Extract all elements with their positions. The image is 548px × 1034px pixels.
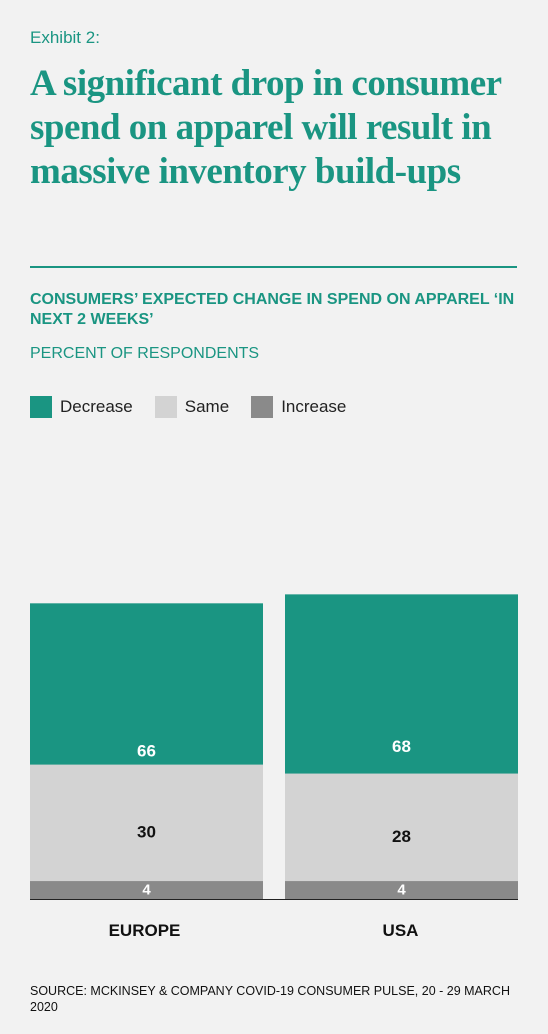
data-label-decrease-europe: 66: [137, 742, 156, 761]
bar-segment-increase-europe: [30, 881, 263, 899]
bar-segment-same-europe: [30, 764, 263, 899]
legend-label-increase: Increase: [281, 397, 347, 416]
data-label-same-europe: 30: [137, 822, 156, 841]
legend-item-decrease: Decrease: [30, 396, 133, 418]
legend-item-same: Same: [154, 396, 230, 418]
category-label-europe: EUROPE: [109, 921, 181, 940]
title-rule: [30, 266, 517, 268]
data-label-increase-usa: 4: [397, 882, 406, 899]
stacked-bar-chart: 66 30 4 EUROPE 68 28 4 USA: [30, 594, 518, 940]
chart-subtitle: CONSUMERS’ EXPECTED CHANGE IN SPEND ON A…: [30, 291, 515, 328]
source-note: SOURCE: MCKINSEY & COMPANY COVID-19 CONS…: [30, 984, 510, 1014]
legend-swatch-decrease: [30, 396, 52, 418]
units-label: PERCENT OF RESPONDENTS: [30, 345, 260, 362]
legend-swatch-increase: [251, 396, 274, 418]
legend-swatch-same: [154, 396, 177, 418]
bar-segment-same-usa: [285, 773, 518, 899]
exhibit-label: Exhibit 2:: [30, 28, 100, 47]
headline: A significant drop in consumer spend on …: [30, 63, 501, 192]
data-label-same-usa: 28: [392, 827, 411, 846]
legend-item-increase: Increase: [251, 396, 346, 418]
legend-label-decrease: Decrease: [60, 397, 133, 416]
data-label-increase-europe: 4: [142, 882, 151, 899]
data-label-decrease-usa: 68: [392, 737, 411, 756]
legend: Decrease Same Increase: [30, 396, 368, 418]
legend-label-same: Same: [184, 397, 230, 416]
bar-segment-increase-usa: [285, 881, 518, 899]
category-label-usa: USA: [383, 921, 419, 940]
